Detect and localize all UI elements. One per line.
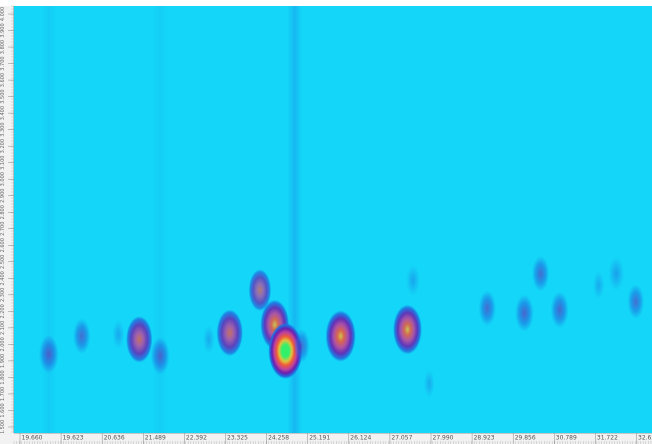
x-tick-label: 20.636 <box>104 435 125 442</box>
y-tick-label: 2.300 <box>0 288 6 302</box>
peak-blob <box>126 316 153 363</box>
y-tick-label: 2.200 <box>0 304 6 318</box>
y-tick-label: 2.000 <box>0 337 6 351</box>
y-tick-label: 3.300 <box>0 122 6 136</box>
y-tick-label: 2.700 <box>0 222 6 236</box>
peak-blob <box>515 294 534 332</box>
y-tick-label: 3.100 <box>0 156 6 170</box>
y-tick-label: 3.200 <box>0 139 6 153</box>
y-tick-label: 3.600 <box>0 73 6 87</box>
peak-blob <box>393 304 422 355</box>
peak-blob <box>423 370 435 398</box>
y-tick-label: 3.500 <box>0 89 6 103</box>
peak-blob <box>532 256 550 292</box>
x-tick-label: 28.923 <box>474 435 495 442</box>
vertical-streak <box>153 6 168 433</box>
x-ruler <box>0 433 652 444</box>
peak-blob <box>216 309 243 357</box>
peak-blob <box>112 320 125 349</box>
x-tick-label: 31.722 <box>597 435 618 442</box>
peak-blob <box>550 291 569 328</box>
peak-blob <box>325 310 356 362</box>
peak-blob <box>406 265 420 296</box>
x-tick-label: 29.856 <box>515 435 536 442</box>
y-ruler <box>0 6 14 433</box>
y-tick-label: 1.900 <box>0 354 6 368</box>
peak-blob <box>38 334 59 374</box>
y-tick-label: 1.600 <box>0 403 6 417</box>
x-tick-label: 23.325 <box>227 435 248 442</box>
peak-blob <box>203 325 215 354</box>
peak-blob <box>73 318 91 354</box>
y-tick-label: 3.000 <box>0 172 6 186</box>
peak-blob <box>248 269 272 311</box>
peak-blob <box>268 322 303 379</box>
y-tick-label: 1.700 <box>0 387 6 401</box>
x-tick-label: 27.057 <box>391 435 412 442</box>
x-tick-label: 22.392 <box>186 435 207 442</box>
x-tick-label: 30.789 <box>556 435 577 442</box>
x-tick-label: 19.660 <box>22 435 43 442</box>
y-tick-label: 2.900 <box>0 189 6 203</box>
y-tick-label: 2.800 <box>0 205 6 219</box>
x-tick-label: 25.191 <box>309 435 330 442</box>
y-tick-label: 3.800 <box>0 40 6 54</box>
y-tick-label: 3.900 <box>0 23 6 37</box>
y-tick-label: 2.600 <box>0 238 6 252</box>
peak-blob <box>150 337 170 375</box>
y-tick-label: 3.700 <box>0 56 6 70</box>
peak-blob <box>608 257 624 291</box>
x-tick-label: 27.990 <box>433 435 454 442</box>
y-tick-label: 2.400 <box>0 271 6 285</box>
y-tick-label: 1.500 <box>0 420 6 434</box>
peak-blob <box>478 290 496 326</box>
y-tick-label: 1.800 <box>0 370 6 384</box>
x-tick-label: 19.623 <box>63 435 84 442</box>
y-tick-label: 4.000 <box>0 7 6 21</box>
peak-blob <box>293 329 310 363</box>
y-tick-label: 3.400 <box>0 106 6 120</box>
x-tick-label: 32.65 <box>638 435 652 442</box>
x-tick-label: 24.258 <box>268 435 289 442</box>
y-tick-label: 2.100 <box>0 321 6 335</box>
peak-blob <box>627 284 644 319</box>
plot-background <box>14 6 652 433</box>
vertical-streak <box>41 6 56 433</box>
x-tick-label: 26.124 <box>350 435 371 442</box>
y-tick-label: 2.500 <box>0 255 6 269</box>
peak-blob <box>593 271 605 300</box>
x-tick-label: 21.489 <box>145 435 166 442</box>
